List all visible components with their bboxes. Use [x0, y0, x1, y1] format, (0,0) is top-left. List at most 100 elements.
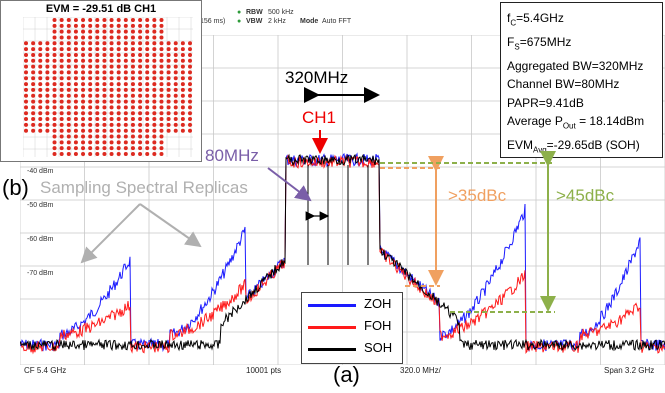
constellation-point [45, 47, 50, 52]
constellation-point [159, 134, 164, 139]
constellation-point [81, 152, 86, 156]
constellation-point [88, 105, 93, 110]
constellation-point [45, 99, 50, 104]
constellation-point [159, 93, 164, 98]
spec-fs: FS=675MHz [507, 34, 572, 52]
constellation-point [73, 87, 78, 92]
span: Span 3.2 GHz [604, 366, 655, 375]
constellation-point [109, 18, 114, 22]
constellation-point [81, 111, 86, 116]
constellation-point [81, 23, 86, 28]
constellation-point [73, 128, 78, 133]
constellation-point [116, 41, 121, 46]
constellation-point [138, 70, 143, 75]
constellation-point [130, 47, 135, 52]
constellation-point [81, 117, 86, 122]
constellation-point [180, 52, 185, 57]
constellation-point [38, 128, 43, 133]
constellation-point [138, 58, 143, 63]
constellation-point [31, 47, 36, 52]
constellation-point [138, 64, 143, 69]
constellation-point [24, 87, 28, 92]
constellation-point [59, 117, 64, 122]
constellation-point [24, 52, 28, 57]
constellation-point [159, 111, 164, 116]
constellation-point [159, 47, 164, 52]
constellation-point [66, 146, 71, 151]
constellation-point [130, 93, 135, 98]
constellation-point [109, 35, 114, 40]
constellation-point [45, 93, 50, 98]
constellation-point [138, 152, 143, 156]
constellation-point [180, 64, 185, 69]
constellation-point [116, 35, 121, 40]
constellation-point [130, 152, 135, 156]
constellation-point [123, 29, 128, 34]
constellation-point [116, 58, 121, 63]
constellation-point [109, 105, 114, 110]
constellation-point [116, 52, 121, 57]
constellation-point [159, 29, 164, 34]
constellation-point [95, 82, 100, 87]
constellation-point [152, 52, 157, 57]
constellation-point [59, 140, 64, 145]
replica-arrow-left [80, 203, 141, 264]
constellation-point [173, 99, 178, 104]
constellation-point [66, 52, 71, 57]
constellation-point [95, 152, 100, 156]
constellation-point [66, 99, 71, 104]
constellation-plot [23, 17, 193, 157]
constellation-point [109, 41, 114, 46]
vbw-value: 2 kHz [268, 18, 286, 25]
constellation-point [24, 76, 28, 81]
constellation-point [102, 140, 107, 145]
constellation-point [159, 18, 164, 22]
replicas-label: Sampling Spectral Replicas [40, 178, 248, 197]
constellation-point [81, 93, 86, 98]
constellation-point [95, 47, 100, 52]
constellation-point [52, 18, 57, 22]
constellation-point [159, 64, 164, 69]
constellation-point [145, 111, 150, 116]
constellation-point [81, 29, 86, 34]
constellation-point [59, 35, 64, 40]
constellation-point [130, 52, 135, 57]
constellation-point [38, 64, 43, 69]
constellation-point [66, 70, 71, 75]
constellation-point [59, 41, 64, 46]
constellation-point [145, 117, 150, 122]
constellation-point [152, 41, 157, 46]
constellation-point [180, 87, 185, 92]
constellation-point [116, 146, 121, 151]
ytick-label: -70 dBm [27, 270, 54, 277]
constellation-point [73, 29, 78, 34]
constellation-point [130, 117, 135, 122]
constellation-point [73, 76, 78, 81]
rbw-label: RBW [246, 9, 263, 16]
constellation-point [66, 35, 71, 40]
ytick-label: -50 dBm [27, 202, 54, 209]
constellation-point [95, 58, 100, 63]
constellation-point [109, 23, 114, 28]
constellation-point [24, 99, 28, 104]
constellation-point [88, 47, 93, 52]
constellation-point [88, 140, 93, 145]
constellation-point [109, 99, 114, 104]
constellation-point [73, 99, 78, 104]
constellation-point [95, 35, 100, 40]
constellation-point [38, 41, 43, 46]
constellation-point [59, 87, 64, 92]
constellation-point [188, 47, 192, 52]
constellation-point [45, 87, 50, 92]
constellation-point [52, 29, 57, 34]
constellation-point [152, 87, 157, 92]
constellation-point [81, 18, 86, 22]
constellation-point [116, 105, 121, 110]
constellation-point [152, 105, 157, 110]
constellation-point [95, 76, 100, 81]
constellation-point [145, 64, 150, 69]
constellation-point [88, 122, 93, 127]
constellation-point [123, 76, 128, 81]
constellation-point [66, 64, 71, 69]
constellation-point [52, 128, 57, 133]
